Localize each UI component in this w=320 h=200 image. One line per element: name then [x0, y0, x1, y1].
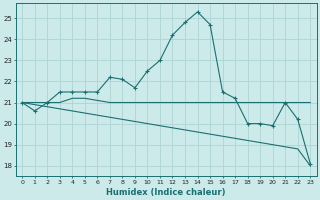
X-axis label: Humidex (Indice chaleur): Humidex (Indice chaleur) — [107, 188, 226, 197]
